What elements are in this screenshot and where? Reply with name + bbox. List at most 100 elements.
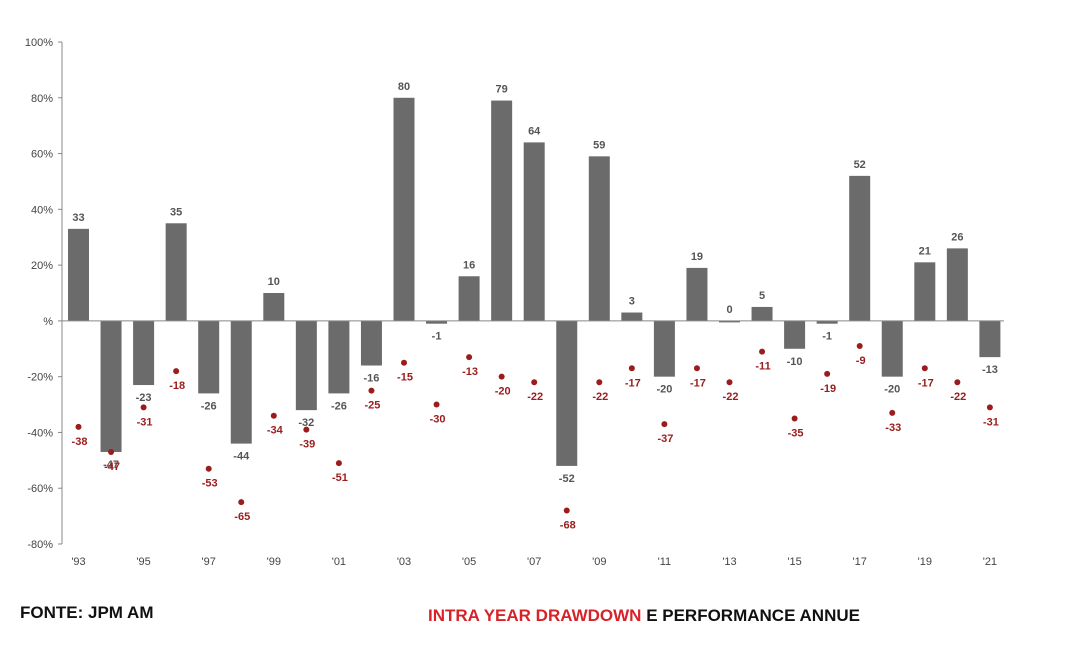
drawdown-dot [531, 379, 538, 386]
drawdown-dot [596, 379, 603, 386]
bar-value-label: 59 [593, 139, 605, 151]
x-tick-label: '95 [136, 556, 150, 568]
drawdown-dot [238, 499, 245, 506]
bar-value-label: 52 [854, 159, 866, 171]
bar [68, 228, 89, 321]
drawdown-value-label: -17 [625, 377, 641, 389]
bar [426, 320, 448, 324]
bar [849, 175, 871, 321]
bar-value-label: -20 [656, 384, 672, 396]
drawdown-value-label: -19 [820, 383, 836, 395]
bar-value-label: -52 [559, 473, 575, 485]
drawdown-dot [433, 401, 440, 408]
bar [946, 248, 968, 321]
drawdown-value-label: -22 [527, 391, 543, 403]
drawdown-dot [824, 370, 831, 377]
bar-value-label: 10 [268, 276, 280, 288]
drawdown-dot [140, 404, 147, 411]
drawdown-value-label: -33 [885, 422, 901, 434]
drawdown-dot [303, 426, 310, 433]
drawdown-dot [693, 365, 700, 372]
bar-value-label: 64 [528, 125, 541, 137]
drawdown-value-labels: -38 -47 -31 -18 -53 -65 -34 -39 -51 -25 -15 -30 -13 -… [72, 355, 999, 532]
bar [393, 97, 415, 321]
bar-value-label: 19 [691, 251, 703, 263]
drawdown-dot [75, 423, 82, 430]
drawdown-value-label: -65 [234, 511, 250, 523]
drawdown-value-label: -34 [267, 425, 284, 437]
drawdown-value-label: -68 [560, 520, 576, 532]
y-tick-label: -40% [27, 427, 53, 439]
y-tick-label: 40% [31, 204, 53, 216]
x-tick-label: '09 [592, 556, 606, 568]
drawdown-dot [661, 421, 668, 428]
bar-value-label: -26 [201, 400, 217, 412]
x-tick-label: '01 [332, 556, 346, 568]
drawdown-dot [108, 448, 115, 455]
bar-value-label: 5 [759, 290, 765, 302]
bar [360, 320, 382, 366]
drawdown-dot [205, 465, 212, 472]
drawdown-value-label: -37 [657, 433, 673, 445]
bar-value-label: 80 [398, 81, 410, 93]
y-tick-label: -20% [27, 372, 53, 384]
drawdown-value-label: -9 [856, 355, 866, 367]
chart-caption: INTRA YEAR DRAWDOWN E PERFORMANCE ANNUE [428, 606, 860, 626]
bar [621, 312, 643, 321]
drawdown-dot [921, 365, 928, 372]
drawdown-dot [791, 415, 798, 422]
bar [458, 276, 480, 321]
drawdown-dot [628, 365, 635, 372]
bar-value-label: -10 [787, 356, 803, 368]
x-tick-label: '17 [853, 556, 867, 568]
drawdown-dot [401, 359, 407, 366]
y-axis: 100% 80% 60% 40% 20%% -20% -40% -60% -80% [25, 37, 63, 551]
y-tick-label: -60% [27, 483, 53, 495]
bar [133, 320, 155, 386]
bar [100, 320, 122, 452]
x-tick-label: '21 [983, 556, 997, 568]
drawdown-value-label: -17 [690, 377, 706, 389]
x-tick-label: '11 [658, 556, 672, 568]
drawdown-value-label: -20 [495, 386, 511, 398]
drawdown-value-label: -31 [983, 416, 999, 428]
bar [719, 320, 740, 323]
drawdown-value-label: -18 [169, 380, 185, 392]
bar-value-label: -23 [136, 392, 152, 404]
bar-chart: 100%80%60%40%20%%-20%-40%-60%-80% 33-47-… [25, 37, 1004, 568]
bar-value-label: 26 [951, 231, 963, 243]
bar [230, 320, 252, 444]
drawdown-dot [498, 373, 505, 380]
x-tick-label: '19 [918, 556, 932, 568]
bar-value-label: -20 [884, 384, 900, 396]
drawdown-value-label: -38 [72, 436, 88, 448]
bar-value-label: 79 [496, 84, 508, 96]
drawdown-dot [466, 354, 473, 361]
performance-bars [68, 97, 1001, 466]
drawdown-value-label: -35 [788, 428, 804, 440]
bar [491, 100, 513, 321]
drawdown-value-label: -53 [202, 478, 218, 490]
drawdown-value-label: -51 [332, 472, 348, 484]
bar-value-label: -13 [982, 364, 998, 376]
bar [816, 320, 838, 324]
drawdown-value-label: -15 [397, 372, 413, 384]
bar-value-label: -44 [233, 451, 250, 463]
drawdown-dot [889, 409, 896, 416]
drawdown-value-label: -47 [104, 461, 120, 473]
drawdown-value-label: -25 [364, 400, 380, 412]
bar [914, 262, 936, 321]
drawdown-value-label: -30 [430, 414, 446, 426]
bar [295, 320, 317, 411]
bar-value-label: 16 [463, 259, 475, 271]
caption-text: E PERFORMANCE ANNUE [646, 606, 860, 625]
bar-value-label: -16 [363, 373, 379, 385]
bar [751, 306, 773, 321]
bar-value-label: -26 [331, 400, 347, 412]
caption-highlight: INTRA YEAR DRAWDOWN [428, 606, 642, 625]
drawdown-dot [270, 412, 277, 419]
y-tick-label: 100% [25, 37, 53, 49]
drawdown-value-label: -11 [755, 361, 770, 373]
drawdown-value-label: -22 [592, 391, 608, 403]
drawdown-value-label: -22 [950, 391, 966, 403]
